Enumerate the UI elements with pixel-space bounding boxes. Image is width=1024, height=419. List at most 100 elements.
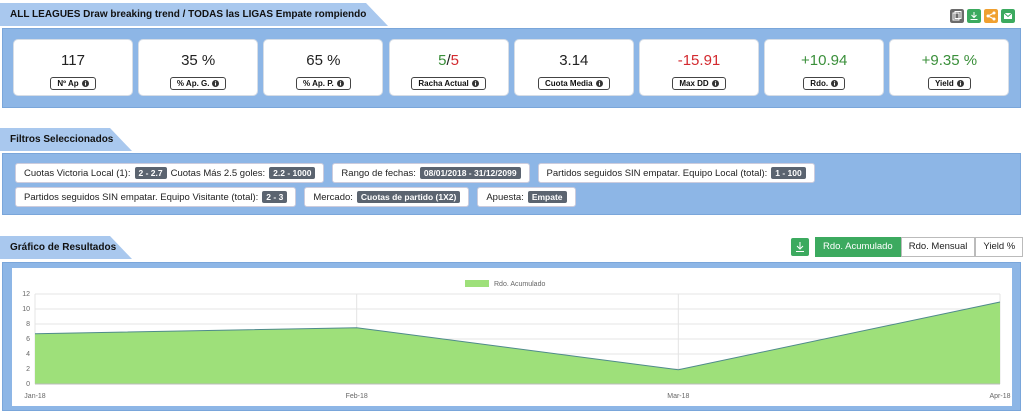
info-icon bbox=[81, 80, 89, 87]
filter-text: Partidos seguidos SIN empatar. Equipo Lo… bbox=[546, 167, 768, 179]
x-tick-label: Jan-18 bbox=[24, 393, 46, 400]
stat-label-text: % Ap. G. bbox=[176, 79, 210, 88]
y-tick-label: 12 bbox=[22, 291, 30, 298]
y-tick-label: 0 bbox=[26, 381, 30, 388]
info-icon bbox=[711, 80, 719, 87]
info-i bbox=[215, 82, 217, 86]
filter-badge: Cuotas de partido (1X2) bbox=[356, 191, 461, 203]
x-tick-label: Mar-18 bbox=[667, 393, 689, 400]
info-i bbox=[474, 82, 476, 86]
filter-badge: Empate bbox=[527, 191, 567, 203]
info-icon bbox=[595, 80, 603, 87]
results-tab: Gráfico de Resultados bbox=[0, 236, 132, 259]
mail-button[interactable] bbox=[1001, 9, 1015, 23]
filter-badge: 08/01/2018 - 31/12/2099 bbox=[419, 167, 521, 179]
stat-label-text: Racha Actual bbox=[418, 79, 469, 88]
stat-card: 5/5 Racha Actual bbox=[388, 39, 509, 96]
info-dot bbox=[598, 81, 600, 83]
info-dot bbox=[215, 81, 217, 83]
stat-label: Yield bbox=[927, 77, 971, 90]
stat-value-part: 5 bbox=[438, 52, 447, 69]
header-tab: ALL LEAGUES Draw breaking trend / TODAS … bbox=[0, 3, 388, 26]
info-icon bbox=[212, 80, 220, 87]
copy-button[interactable] bbox=[950, 9, 964, 23]
info-dot bbox=[714, 81, 716, 83]
stat-card: 3.14 Cuota Media bbox=[513, 39, 634, 96]
chart: 0 2 4 6 8 10 12 Jan-18 Feb-18 Mar-18 Apr-18 Rdo. Ac… bbox=[12, 268, 1012, 406]
info-dot bbox=[84, 81, 86, 83]
filter-text: Cuotas Más 2.5 goles: bbox=[170, 167, 266, 179]
chart-panel: 0 2 4 6 8 10 12 Jan-18 Feb-18 Mar-18 Apr-18 Rdo. Ac… bbox=[2, 262, 1021, 411]
info-i bbox=[339, 82, 341, 86]
info-i bbox=[84, 82, 86, 86]
filters-panel: Cuotas Victoria Local (1): 2 - 2.7 Cuotas … bbox=[2, 153, 1021, 215]
stat-card: +10.94 Rdo. bbox=[764, 39, 885, 96]
filter-text: Apuesta: bbox=[486, 191, 524, 203]
stats-panel: 117 Nº Ap 35 % % Ap. G. 65 % % Ap. P. 5/5 Racha… bbox=[2, 28, 1021, 108]
stat-value-part: / bbox=[446, 52, 451, 69]
x-tick-label: Feb-18 bbox=[346, 393, 368, 400]
stat-card: -15.91 Max DD bbox=[639, 39, 759, 96]
info-dot bbox=[339, 81, 341, 83]
y-tick-label: 10 bbox=[22, 306, 30, 313]
info-dot bbox=[834, 81, 836, 83]
filter-badge: 2 - 3 bbox=[262, 191, 288, 203]
info-icon bbox=[831, 80, 839, 87]
filter-badge: 2 - 2.7 bbox=[134, 167, 167, 179]
stat-label: Rdo. bbox=[803, 77, 846, 90]
download-button[interactable] bbox=[967, 9, 981, 23]
y-tick-label: 2 bbox=[26, 366, 30, 373]
stat-label-text: Max DD bbox=[679, 79, 709, 88]
y-tick-label: 8 bbox=[26, 321, 30, 328]
info-dot bbox=[474, 81, 476, 83]
stat-value-part: 35 % bbox=[181, 52, 216, 69]
area-line bbox=[34, 301, 1001, 371]
stat-value: 35 % bbox=[139, 52, 257, 70]
stat-label-text: Rdo. bbox=[810, 79, 829, 88]
chart-download-button[interactable] bbox=[791, 238, 809, 256]
filter-badge: 1 - 100 bbox=[771, 167, 806, 179]
stat-value-part: -15.91 bbox=[677, 52, 721, 69]
filter-badge: 2.2 - 1000 bbox=[269, 167, 316, 179]
stat-value: 65 % bbox=[264, 52, 382, 70]
stat-label: Racha Actual bbox=[411, 77, 486, 90]
filter-chip: Partidos seguidos SIN empatar. Equipo Lo… bbox=[537, 163, 815, 183]
stat-value: 117 bbox=[14, 52, 132, 70]
stat-label-text: Nº Ap bbox=[57, 79, 79, 88]
filter-chip: Partidos seguidos SIN empatar. Equipo Vi… bbox=[15, 187, 297, 207]
info-i bbox=[714, 82, 716, 86]
stat-value-part: 5 bbox=[450, 52, 460, 69]
filter-text: Mercado: bbox=[313, 191, 353, 203]
stat-card: 65 % % Ap. P. bbox=[263, 39, 384, 96]
filter-chip: Mercado: Cuotas de partido (1X2) bbox=[304, 187, 470, 207]
filters-tab: Filtros Seleccionados bbox=[0, 128, 132, 151]
stat-label: Max DD bbox=[672, 77, 726, 90]
stat-label-text: % Ap. P. bbox=[303, 79, 334, 88]
stat-value: 3.14 bbox=[515, 52, 633, 70]
stat-value-part: 65 % bbox=[306, 52, 341, 69]
chart-toolbar: Rdo. Acumulado Rdo. Mensual Yield % bbox=[791, 237, 1024, 257]
share-button[interactable] bbox=[984, 9, 998, 23]
filter-text: Rango de fechas: bbox=[341, 167, 416, 179]
stat-card: +9.35 % Yield bbox=[889, 39, 1010, 96]
chart-mode-button[interactable]: Rdo. Acumulado bbox=[815, 237, 901, 257]
stat-label: Nº Ap bbox=[50, 77, 96, 90]
filter-list: Cuotas Victoria Local (1): 2 - 2.7 Cuotas … bbox=[15, 163, 1015, 207]
filter-text: Cuotas Victoria Local (1): bbox=[24, 167, 131, 179]
filter-chip: Apuesta: Empate bbox=[477, 187, 576, 207]
stat-value-part: +10.94 bbox=[801, 52, 848, 69]
chart-mode-button[interactable]: Yield % bbox=[975, 237, 1024, 257]
stat-value: +9.35 % bbox=[890, 52, 1008, 70]
info-dot bbox=[959, 81, 961, 83]
chart-mode-button[interactable]: Rdo. Mensual bbox=[900, 237, 976, 257]
stat-label: Cuota Media bbox=[538, 77, 610, 90]
x-tick-label: Apr-18 bbox=[989, 393, 1010, 400]
stat-label: % Ap. P. bbox=[296, 77, 351, 90]
y-tick-label: 6 bbox=[26, 336, 30, 343]
area-fill bbox=[35, 301, 1000, 384]
legend-label: Rdo. Acumulado bbox=[494, 281, 545, 288]
filter-text: Partidos seguidos SIN empatar. Equipo Vi… bbox=[24, 191, 259, 203]
toolbar bbox=[950, 9, 1015, 23]
stat-value: 5/5 bbox=[390, 52, 508, 70]
